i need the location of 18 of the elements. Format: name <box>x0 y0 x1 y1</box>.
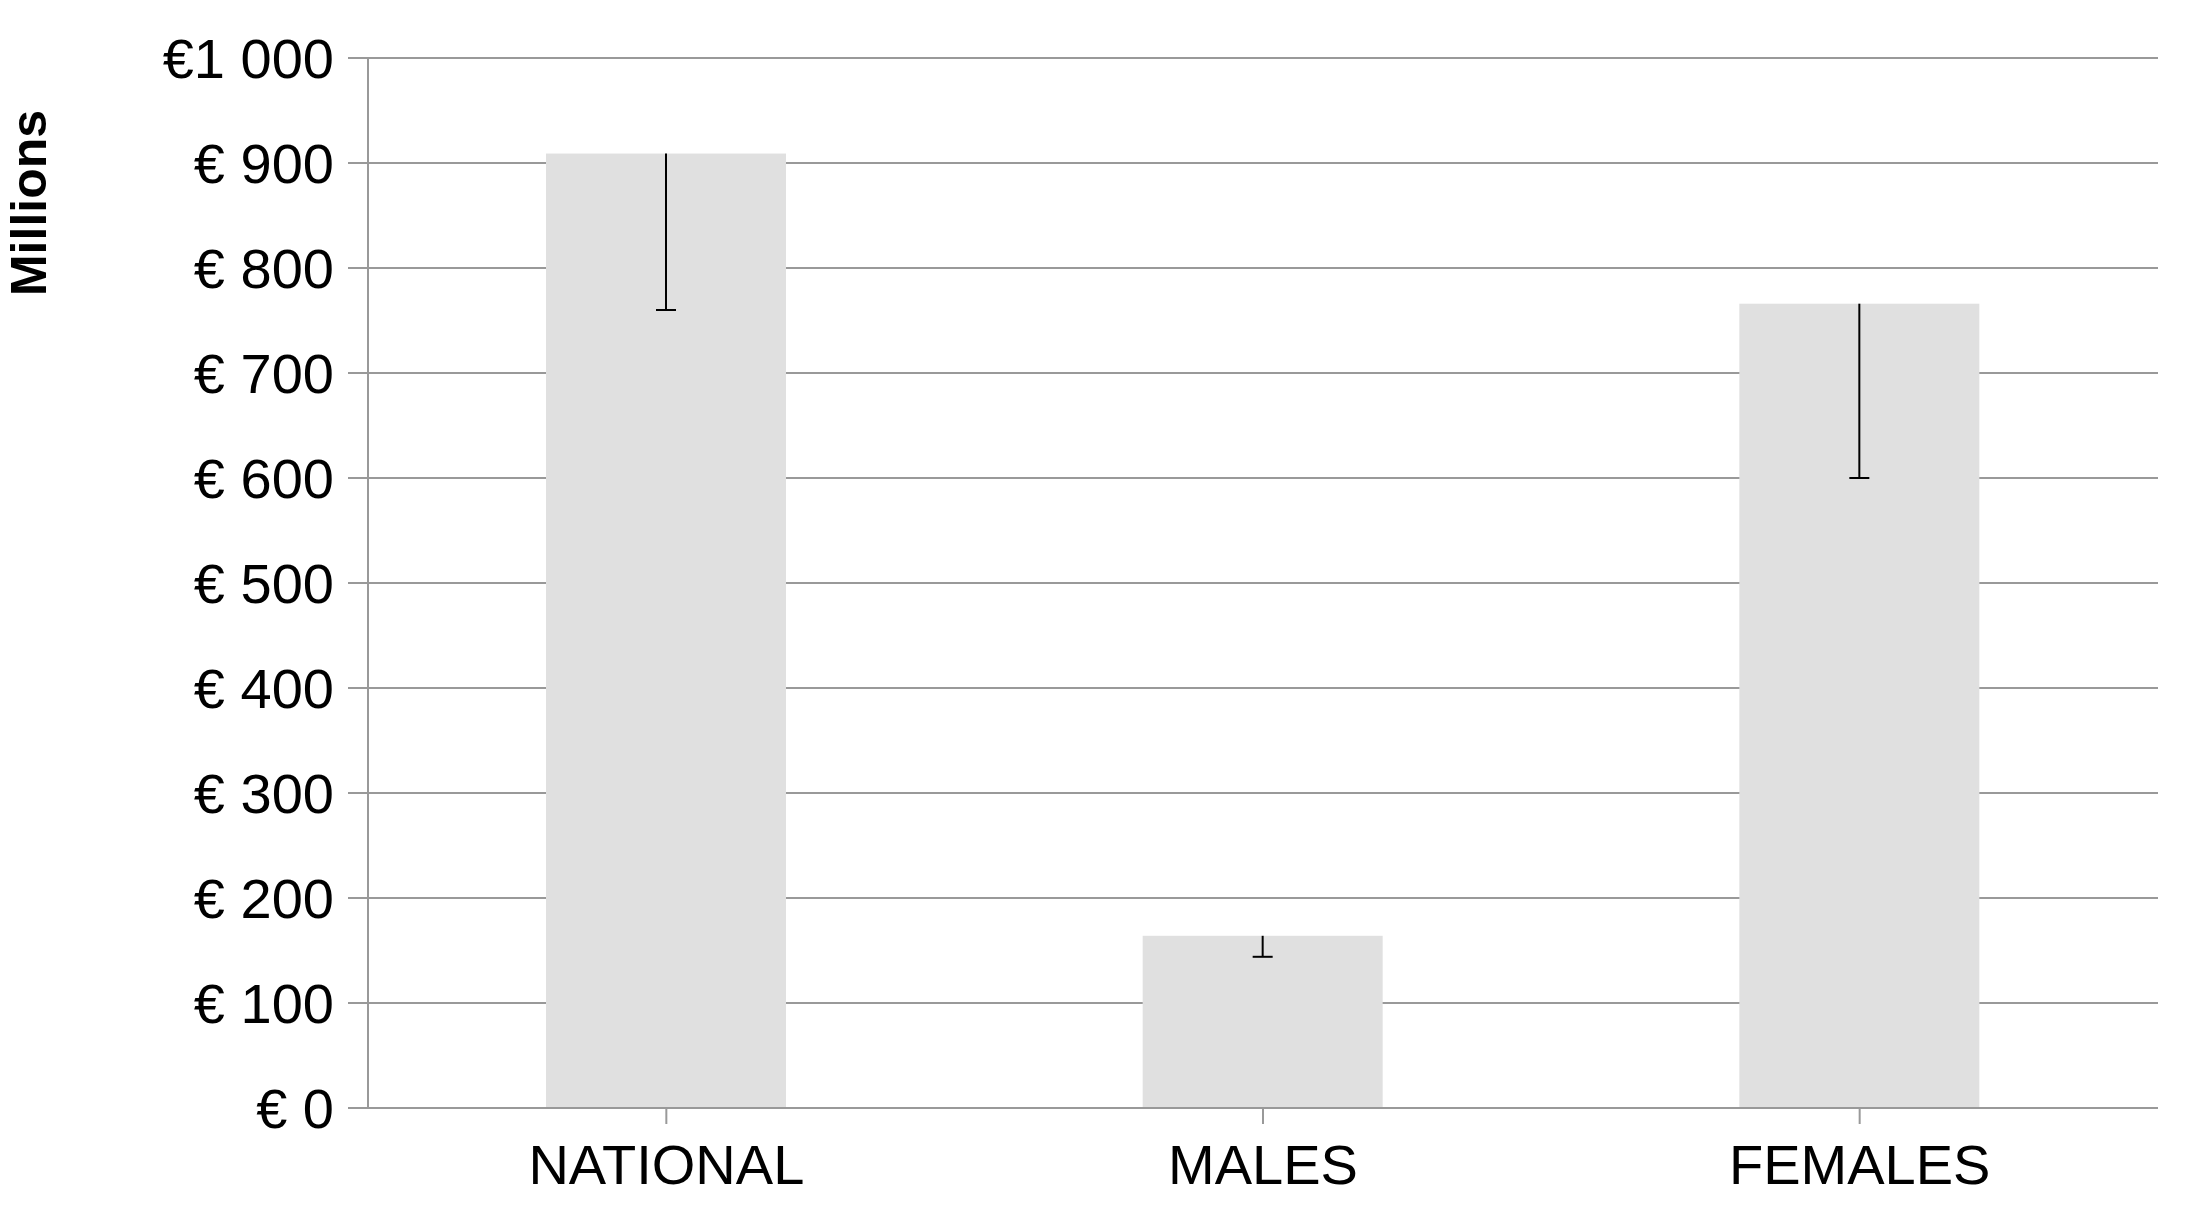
x-tick-label: NATIONAL <box>528 1132 805 1196</box>
y-tick-label: €1 000 <box>162 26 334 90</box>
y-tick-label: € 100 <box>193 971 334 1035</box>
bar <box>1739 303 1980 1108</box>
y-tick-label: € 800 <box>193 236 334 300</box>
y-tick-label: € 700 <box>193 341 334 405</box>
y-axis-title: Millions <box>0 109 57 297</box>
y-tick-label: € 600 <box>193 446 334 510</box>
x-tick-label: FEMALES <box>1728 1132 1991 1196</box>
y-tick-label: € 0 <box>256 1076 334 1140</box>
x-tick-label: MALES <box>1168 1132 1358 1196</box>
y-tick-label: € 900 <box>193 131 334 195</box>
y-tick-label: € 300 <box>193 761 334 825</box>
y-tick-label: € 500 <box>193 551 334 615</box>
bar <box>1142 935 1383 1108</box>
bar <box>546 153 786 1108</box>
y-tick-label: € 200 <box>193 866 334 930</box>
y-tick-label: € 400 <box>193 656 334 720</box>
